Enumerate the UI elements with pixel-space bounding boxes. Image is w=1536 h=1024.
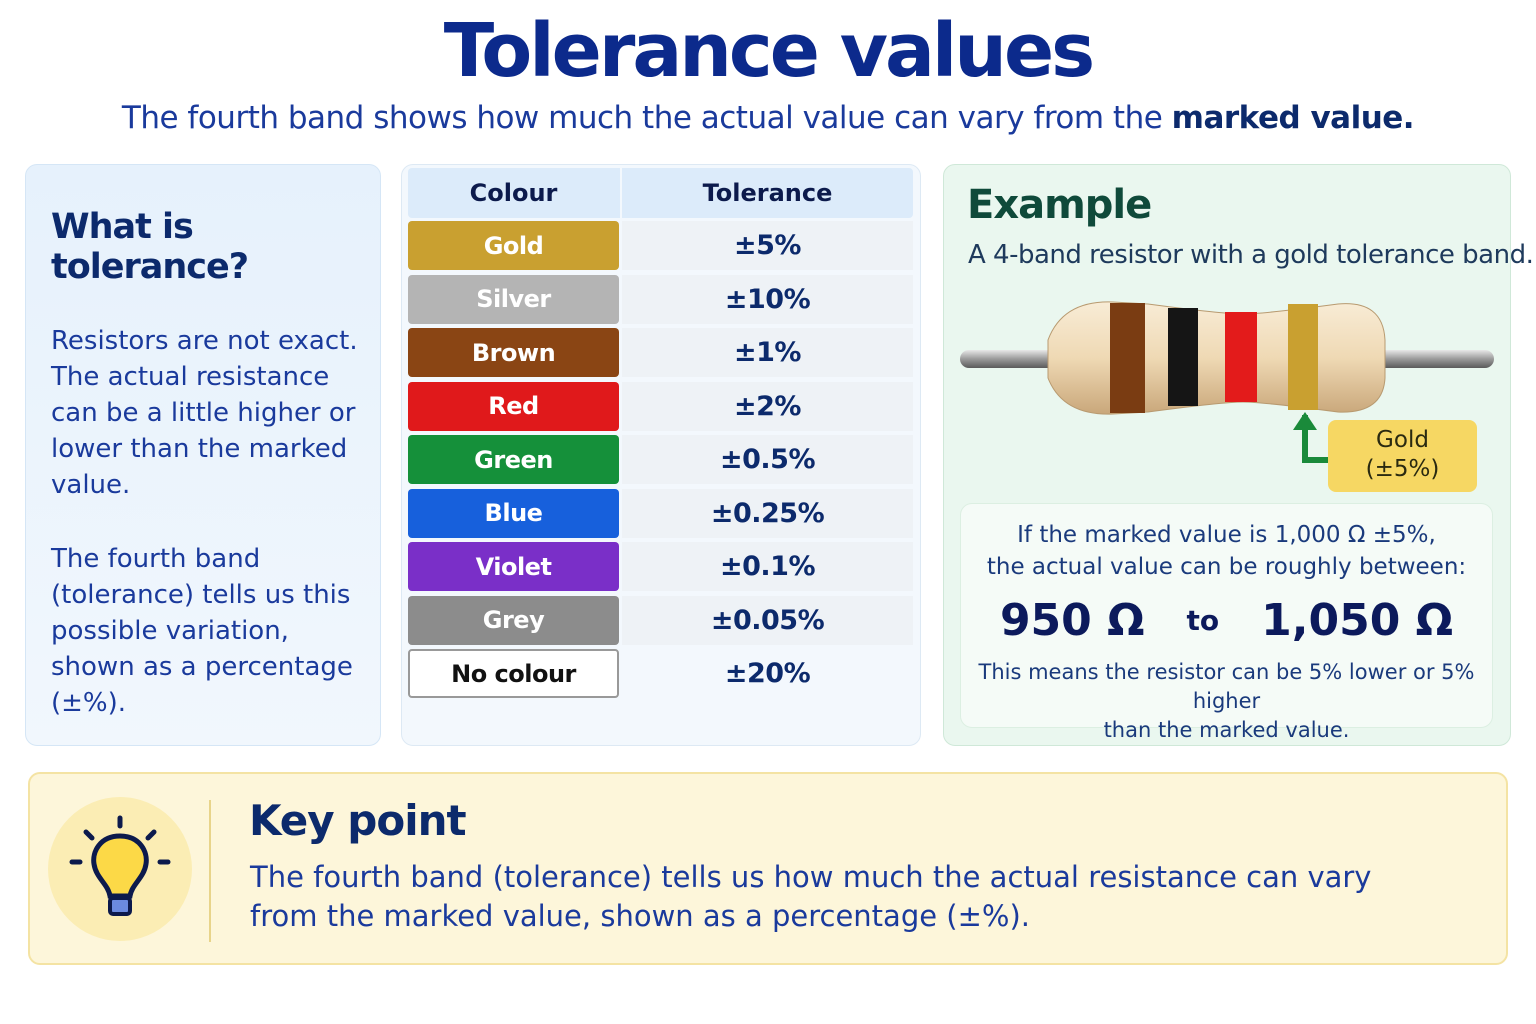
tolerance-cell: ±0.5% (622, 435, 913, 484)
table-row: Grey ±0.05% (408, 595, 913, 645)
key-point-title: Key point (249, 796, 467, 845)
key-point-text: The fourth band (tolerance) tells us how… (250, 858, 1371, 936)
callout: Gold (±5%) (1328, 426, 1477, 484)
tolerance-cell: ±0.1% (622, 542, 913, 591)
colour-cell: Gold (408, 221, 619, 270)
statement-line: If the marked value is 1,000 Ω ±5%, (1017, 522, 1436, 548)
colour-cell: Green (408, 435, 619, 484)
range-low: 950 Ω (999, 595, 1145, 646)
callout-line: Gold (1376, 427, 1429, 453)
tolerance-cell: ±0.25% (622, 488, 913, 538)
colour-cell: Grey (408, 595, 619, 645)
tolerance-cell: ±2% (622, 381, 913, 431)
calculation-box: If the marked value is 1,000 Ω ±5%, the … (960, 503, 1493, 742)
table-row: No colour ±20% (408, 649, 913, 698)
subtitle-bold: marked value. (1171, 100, 1415, 136)
tolerance-cell: ±5% (622, 221, 913, 270)
tolerance-cell: ±20% (724, 658, 811, 689)
colour-cell: No colour (408, 649, 619, 698)
page-title: Tolerance values (443, 8, 1095, 94)
statement: If the marked value is 1,000 Ω ±5%, the … (961, 519, 1492, 583)
example-title: Example (967, 182, 1152, 228)
tolerance-cell: ±1% (622, 328, 913, 377)
note-line: than the marked value. (1103, 718, 1350, 742)
lightbulb-icon (48, 797, 211, 942)
range-high: 1,050 Ω (1261, 595, 1454, 646)
tolerance-cell: ±0.05% (622, 595, 913, 645)
table-header: Colour Tolerance (408, 168, 913, 218)
table-row: Green ±0.5% (408, 435, 913, 484)
table-row: Brown ±1% (408, 328, 913, 377)
column-header: Colour (469, 179, 558, 207)
key-point-line: from the marked value, shown as a percen… (250, 899, 1030, 933)
table-row: Violet ±0.1% (408, 542, 913, 591)
table-row: Silver ±10% (408, 274, 913, 324)
table-row: Blue ±0.25% (408, 488, 913, 538)
note-line: This means the resistor can be 5% lower … (978, 660, 1475, 713)
key-point-panel (28, 772, 1508, 965)
tolerance-cell: ±10% (622, 274, 913, 324)
colour-cell: Blue (408, 488, 619, 538)
colour-cell: Brown (408, 328, 619, 377)
colour-cell: Silver (408, 274, 619, 324)
table-row: Gold ±5% (408, 221, 913, 270)
subtitle-text: The fourth band shows how much the actua… (121, 100, 1163, 136)
note: This means the resistor can be 5% lower … (961, 658, 1492, 745)
colour-cell: Violet (408, 542, 619, 591)
info-paragraph: The fourth band (tolerance) tells us thi… (51, 544, 353, 718)
table-row: Red ±2% (408, 381, 913, 431)
resistor-illustration (960, 301, 1494, 492)
column-header: Tolerance (702, 179, 833, 207)
info-title: What is tolerance? (51, 207, 249, 287)
info-paragraph: Resistors are not exact. The actual resi… (51, 326, 358, 500)
info-panel: What is tolerance? Resistors are not exa… (25, 164, 381, 746)
range-to: to (1186, 604, 1220, 637)
colour-cell: Red (408, 381, 619, 431)
range: 950 Ω to 1,050 Ω (961, 595, 1492, 646)
key-point-line: The fourth band (tolerance) tells us how… (250, 860, 1372, 894)
callout-line: (±5%) (1365, 456, 1440, 482)
subtitle: The fourth band shows how much the actua… (0, 100, 1536, 136)
example-description: A 4-band resistor with a gold tolerance … (968, 240, 1534, 270)
statement-line: the actual value can be roughly between: (986, 554, 1467, 580)
